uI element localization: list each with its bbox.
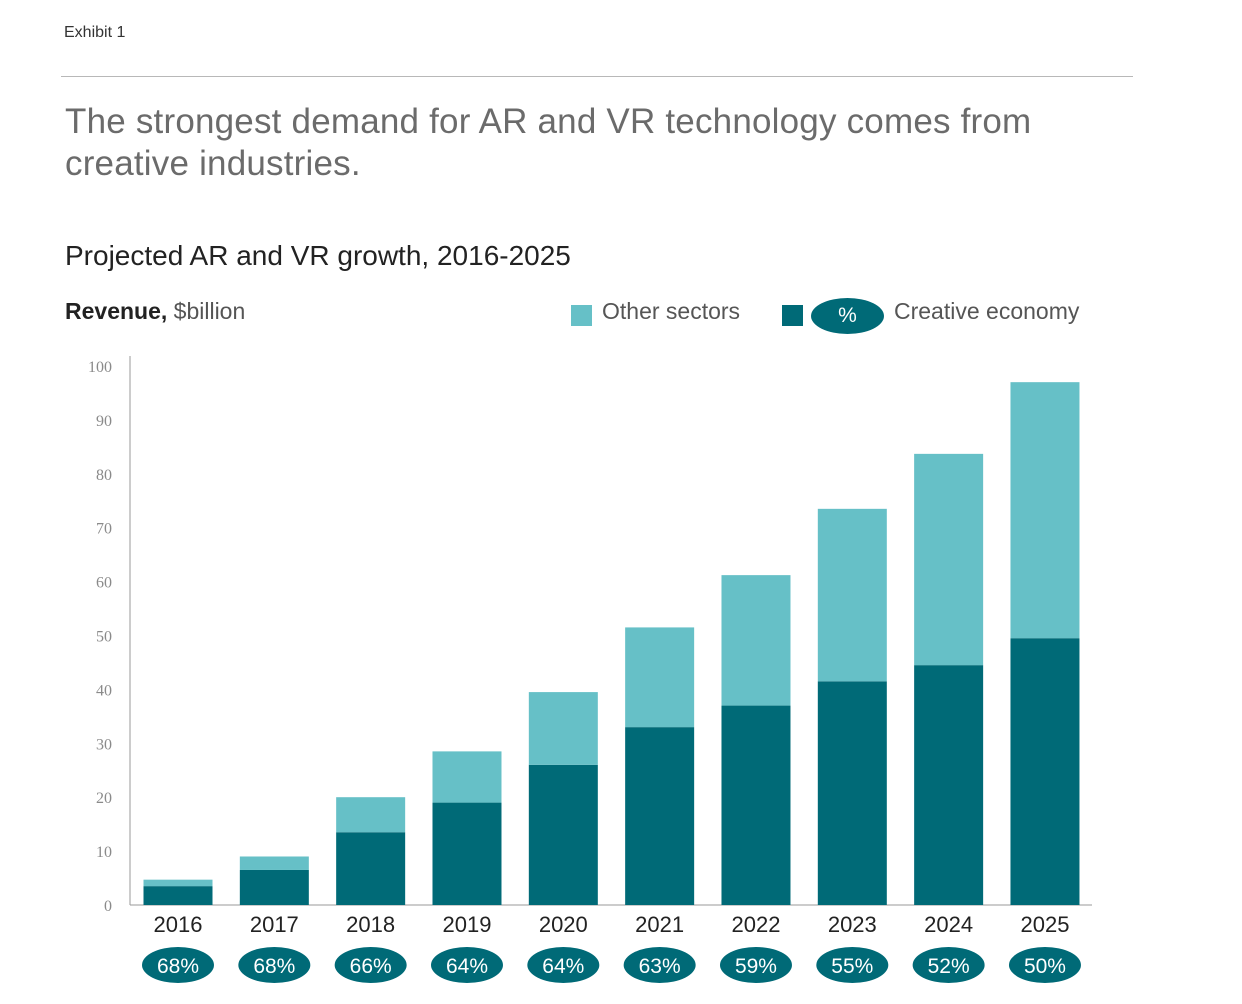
bar-creative-economy — [914, 665, 984, 905]
x-tick-label: 2018 — [346, 912, 395, 937]
y-tick-label: 40 — [96, 682, 112, 699]
creative-share-label: 50% — [1024, 955, 1066, 978]
bar-other-sectors — [817, 508, 887, 682]
creative-share-pill — [912, 947, 985, 983]
creative-share-pill — [527, 947, 600, 983]
bar-creative-economy — [336, 832, 406, 905]
bar-other-sectors — [239, 856, 309, 870]
legend-swatch-other-sectors — [571, 305, 592, 326]
creative-share-label: 68% — [253, 955, 295, 978]
creative-share-pill — [238, 947, 311, 983]
bar-other-sectors — [432, 751, 502, 803]
creative-share-label: 55% — [831, 955, 873, 978]
y-tick-label: 10 — [96, 844, 112, 861]
y-tick-label: 60 — [96, 575, 112, 592]
bar-other-sectors — [336, 797, 406, 833]
creative-share-pill — [623, 947, 696, 983]
x-tick-label: 2023 — [828, 912, 877, 937]
bar-other-sectors — [528, 692, 598, 765]
creative-share-label: 63% — [639, 955, 681, 978]
creative-share-label: 64% — [446, 955, 488, 978]
header-divider — [61, 76, 1133, 77]
legend-label-other-sectors: Other sectors — [602, 298, 741, 324]
bar-creative-economy — [625, 727, 695, 905]
exhibit-label: Exhibit 1 — [64, 24, 126, 41]
bar-other-sectors — [1010, 382, 1080, 639]
creative-share-pill — [334, 947, 407, 983]
creative-share-pill — [816, 947, 889, 983]
y-axis-label: Revenue, $billion — [65, 298, 245, 325]
x-tick-label: 2025 — [1020, 912, 1069, 937]
bar-creative-economy — [721, 705, 791, 905]
bar-other-sectors — [625, 627, 695, 728]
bar-creative-economy — [239, 869, 309, 905]
x-tick-label: 2022 — [732, 912, 781, 937]
creative-share-pill — [719, 947, 792, 983]
creative-share-label: 64% — [542, 955, 584, 978]
bar-other-sectors — [721, 575, 791, 706]
legend-percent-pill: % — [811, 298, 884, 334]
x-tick-label: 2017 — [250, 912, 299, 937]
bar-creative-economy — [143, 886, 213, 905]
creative-share-label: 66% — [350, 955, 392, 978]
y-tick-label: 30 — [96, 736, 112, 753]
y-tick-label: 0 — [104, 898, 112, 915]
legend-swatch-creative-economy — [782, 305, 803, 326]
y-axis-label-unit: $billion — [173, 298, 246, 324]
bar-other-sectors — [914, 453, 984, 666]
creative-share-label: 68% — [157, 955, 199, 978]
y-axis-label-bold: Revenue, — [65, 298, 168, 324]
bar-creative-economy — [1010, 638, 1080, 905]
creative-share-pill — [142, 947, 214, 983]
x-tick-label: 2016 — [154, 912, 203, 937]
bar-creative-economy — [432, 802, 502, 905]
y-tick-label: 90 — [96, 413, 112, 430]
y-tick-label: 80 — [96, 467, 112, 484]
x-tick-label: 2019 — [443, 912, 492, 937]
bar-other-sectors — [143, 879, 213, 887]
creative-share-label: 52% — [928, 955, 970, 978]
creative-share-pill — [1008, 947, 1081, 983]
x-tick-label: 2021 — [635, 912, 684, 937]
creative-share-pill — [430, 947, 503, 983]
creative-share-label: 59% — [735, 955, 777, 978]
x-tick-label: 2020 — [539, 912, 588, 937]
x-tick-label: 2024 — [924, 912, 973, 937]
bar-creative-economy — [528, 764, 598, 905]
headline: The strongest demand for AR and VR techn… — [65, 102, 1032, 183]
chart-title: Projected AR and VR growth, 2016-2025 — [65, 240, 571, 271]
y-tick-label: 100 — [88, 359, 112, 376]
y-tick-label: 70 — [96, 521, 112, 538]
y-tick-label: 50 — [96, 629, 112, 646]
bar-creative-economy — [817, 681, 887, 905]
y-tick-label: 20 — [96, 790, 112, 807]
legend-label-creative-economy: Creative economy — [894, 298, 1080, 324]
